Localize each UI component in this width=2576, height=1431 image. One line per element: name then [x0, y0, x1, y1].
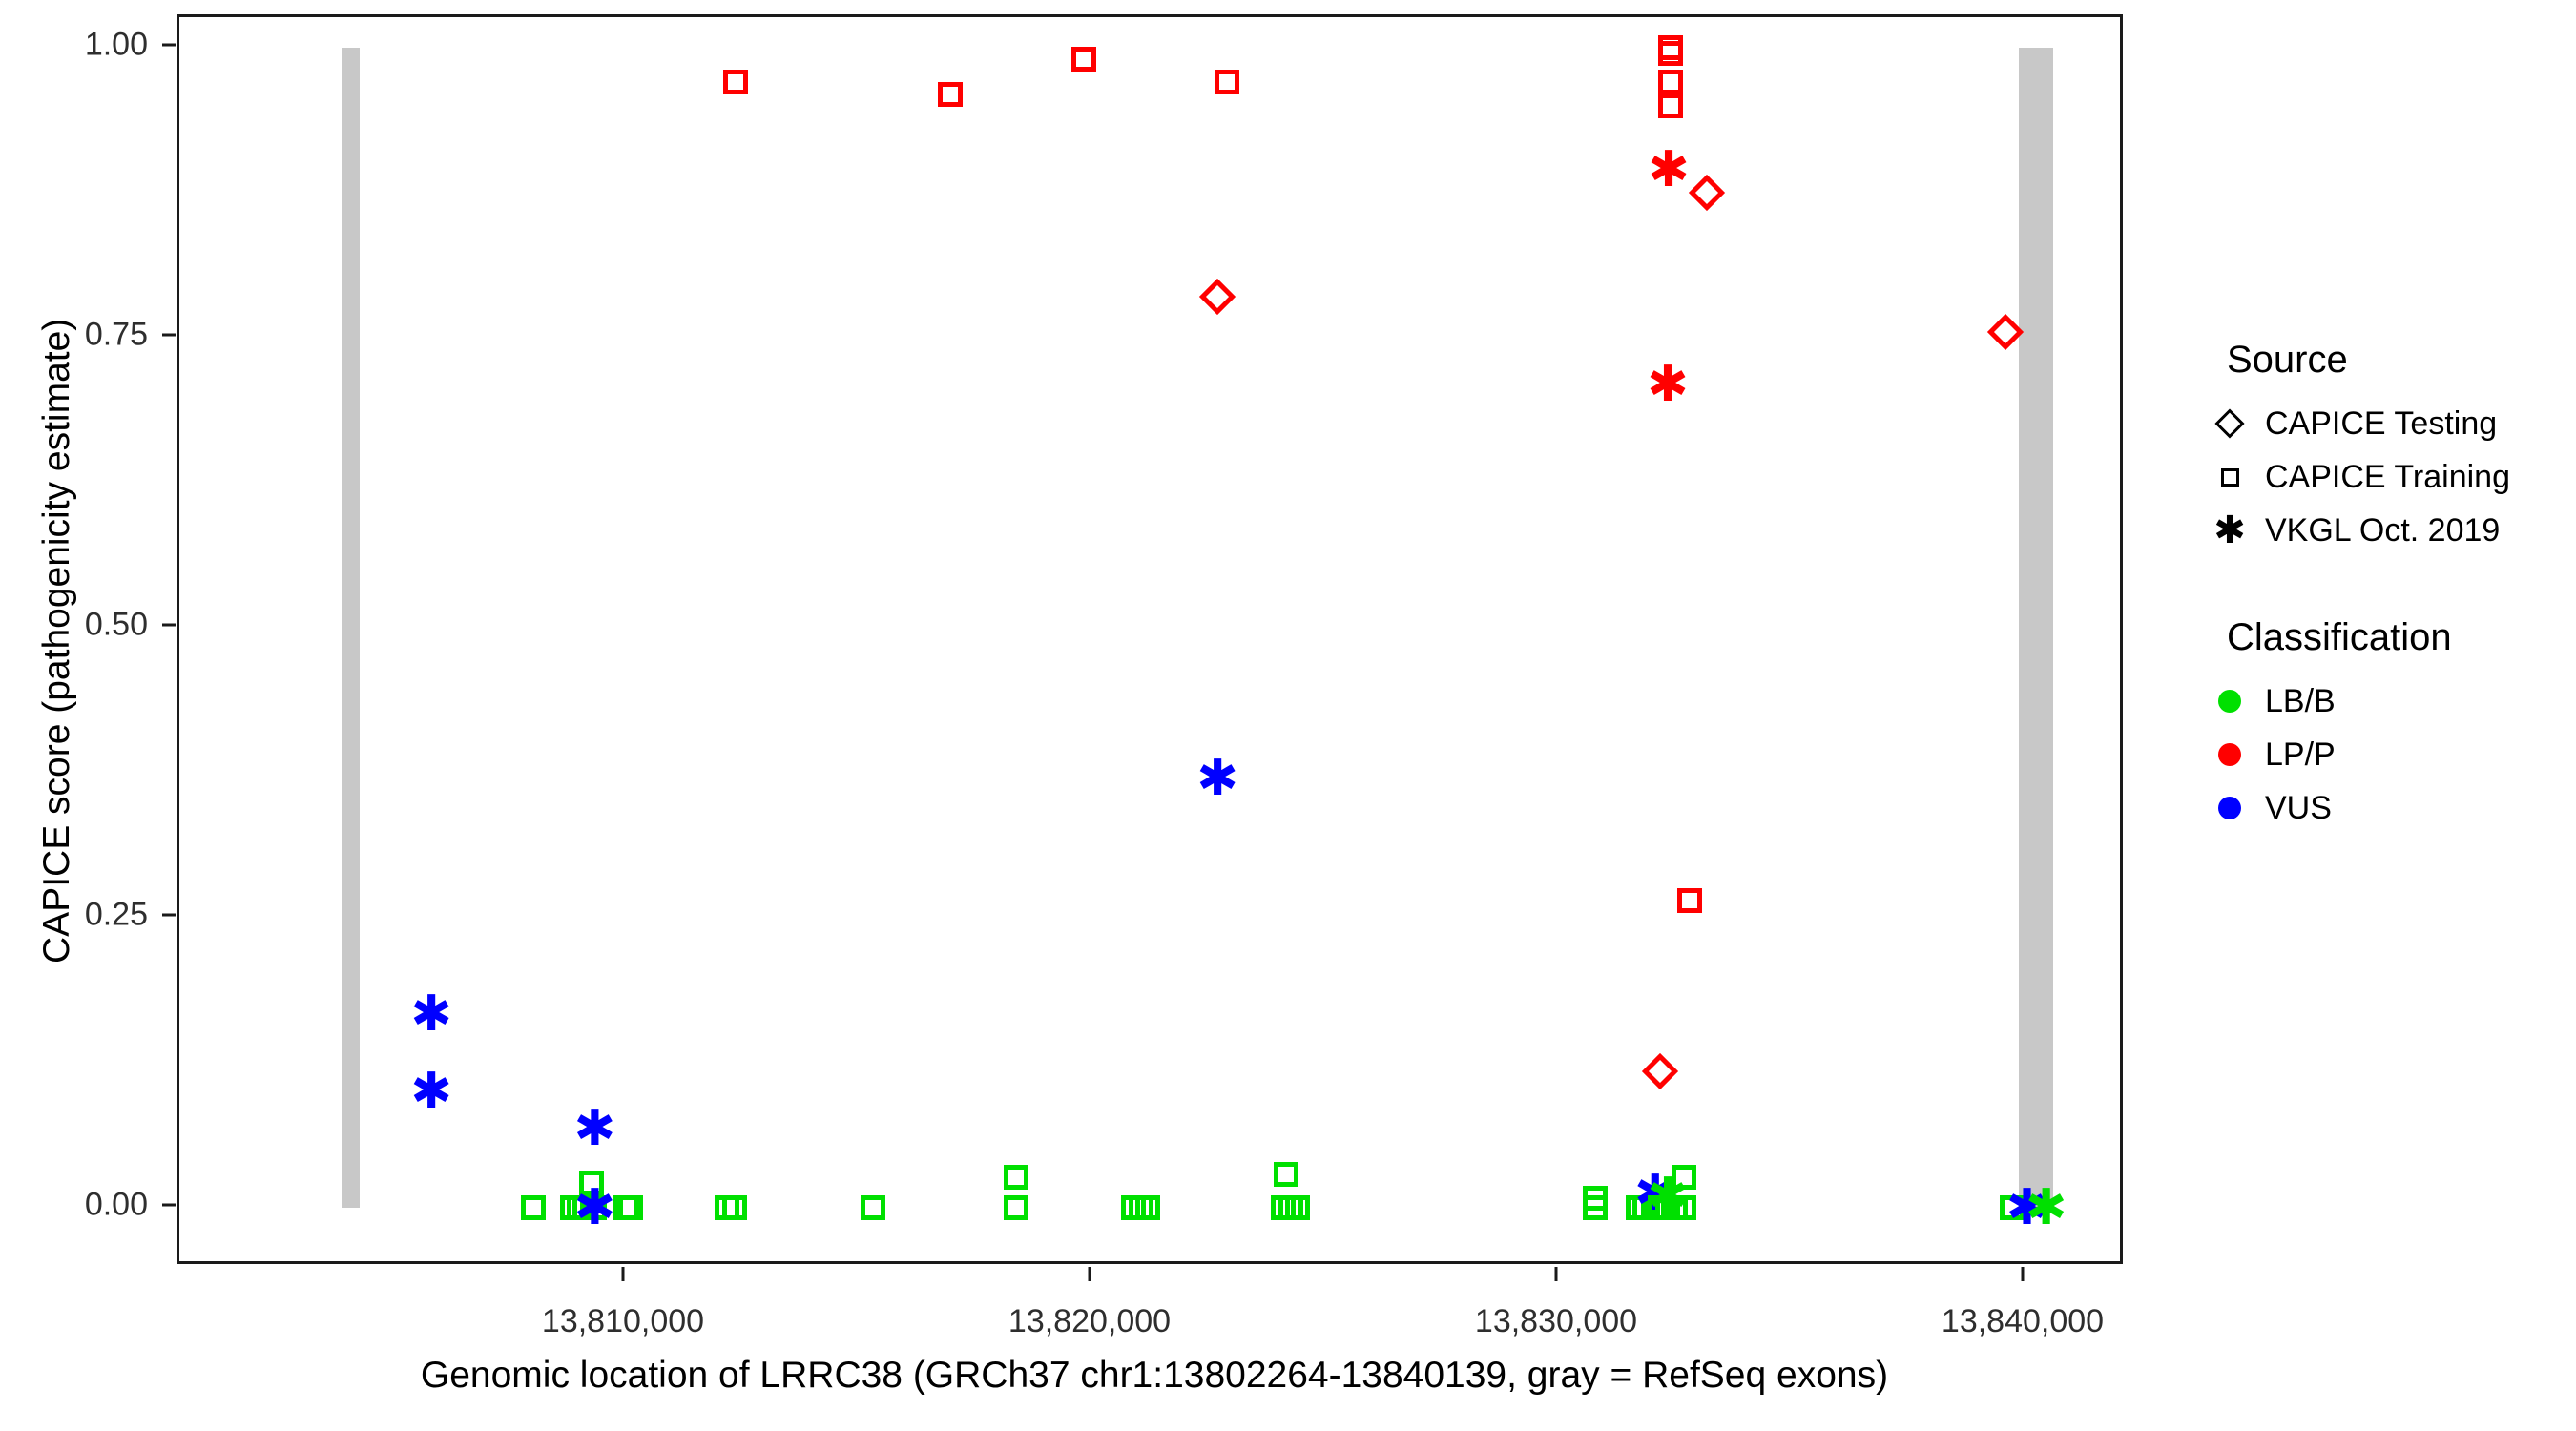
legend-label: CAPICE Training: [2265, 458, 2510, 495]
data-point: [1198, 279, 1236, 316]
data-point: [721, 1195, 747, 1220]
data-point: ✱: [410, 1063, 452, 1121]
data-point: [579, 1171, 605, 1196]
data-point: [1285, 1195, 1311, 1220]
data-point: [521, 1195, 547, 1220]
data-point: ✱: [573, 1179, 616, 1236]
x-tick-label: 13,820,000: [1008, 1303, 1172, 1339]
x-tick-label: 13,810,000: [541, 1303, 705, 1339]
y-tick-mark: [162, 333, 176, 337]
data-point: [1672, 1165, 1697, 1191]
y-tick-label: 0.00: [84, 1186, 148, 1223]
legend-item-capice-training[interactable]: CAPICE Training: [2194, 450, 2566, 504]
data-point: [1134, 1195, 1160, 1220]
data-point: [937, 81, 963, 107]
blue-dot-icon: [2194, 797, 2265, 819]
data-point: ✱: [1196, 750, 1238, 808]
y-tick-label: 1.00: [84, 26, 148, 63]
x-tick-mark: [2021, 1267, 2025, 1281]
green-dot-icon: [2194, 690, 2265, 713]
asterisk-icon: ✱: [2213, 508, 2246, 552]
data-point: [1642, 1052, 1679, 1089]
data-point: ✱: [1648, 140, 1690, 198]
x-tick-mark: [1088, 1267, 1091, 1281]
red-dot-icon: [2194, 743, 2265, 766]
data-point: [1003, 1195, 1028, 1220]
y-tick-label: 0.75: [84, 316, 148, 353]
legend-title-source: Source: [2227, 339, 2348, 381]
legend: Source CAPICE Testing CAPICE Training ✱ …: [2194, 339, 2566, 835]
x-tick-mark: [621, 1267, 625, 1281]
x-axis-label: Genomic location of LRRC38 (GRCh37 chr1:…: [420, 1355, 1889, 1396]
exon-band: [2018, 48, 2054, 1208]
data-point: [722, 70, 748, 95]
data-point: [1676, 887, 1702, 913]
legend-spacer: [2194, 557, 2566, 616]
data-point: [617, 1195, 643, 1220]
data-point: ✱: [2025, 1179, 2067, 1236]
data-point: [1274, 1161, 1299, 1187]
legend-label: LP/P: [2265, 736, 2336, 773]
legend-title-classification: Classification: [2227, 616, 2452, 658]
data-point: ✱: [2005, 1179, 2048, 1236]
plot-area: ✱ ✱ ✱ ✱ ✱ ✱ ✱ ✱ ✱ ✱ ✱: [179, 17, 2120, 1261]
diamond-icon: [2194, 408, 2265, 439]
data-point: [860, 1195, 885, 1220]
legend-item-vkgl[interactable]: ✱ VKGL Oct. 2019: [2194, 504, 2566, 557]
data-point: ✱: [573, 1100, 616, 1158]
plot-panel: ✱ ✱ ✱ ✱ ✱ ✱ ✱ ✱ ✱ ✱ ✱: [177, 14, 2123, 1264]
data-point: [582, 1195, 608, 1220]
data-point: [1658, 41, 1684, 67]
legend-label: VKGL Oct. 2019: [2265, 511, 2501, 549]
data-point: ✱: [410, 985, 452, 1043]
legend-item-vus[interactable]: VUS: [2194, 781, 2566, 835]
data-point: [1582, 1195, 1608, 1220]
legend-item-lbb[interactable]: LB/B: [2194, 674, 2566, 728]
x-tick-label: 13,830,000: [1474, 1303, 1638, 1339]
y-tick-mark: [162, 913, 176, 917]
exon-band: [341, 48, 361, 1208]
data-point: [1658, 70, 1684, 95]
data-point: [1672, 1195, 1697, 1220]
legend-label: CAPICE Testing: [2265, 404, 2498, 442]
data-point: [1658, 93, 1684, 118]
y-tick-label: 0.50: [84, 606, 148, 643]
data-point: [1070, 47, 1096, 73]
y-tick-label: 0.25: [84, 896, 148, 933]
data-point: ✱: [1647, 355, 1689, 413]
data-point: [1214, 70, 1239, 95]
y-tick-mark: [162, 43, 176, 47]
data-point: [1003, 1165, 1028, 1191]
y-tick-mark: [162, 1203, 176, 1207]
y-tick-mark: [162, 623, 176, 627]
x-tick-label: 13,840,000: [1941, 1303, 2105, 1339]
data-point: [2000, 1195, 2025, 1220]
legend-label: LB/B: [2265, 682, 2336, 719]
data-point: [1688, 174, 1726, 212]
square-icon: [2194, 467, 2265, 487]
x-tick-mark: [1554, 1267, 1558, 1281]
legend-label: VUS: [2265, 789, 2332, 826]
legend-item-capice-testing[interactable]: CAPICE Testing: [2194, 397, 2566, 450]
legend-item-lpp[interactable]: LP/P: [2194, 728, 2566, 781]
